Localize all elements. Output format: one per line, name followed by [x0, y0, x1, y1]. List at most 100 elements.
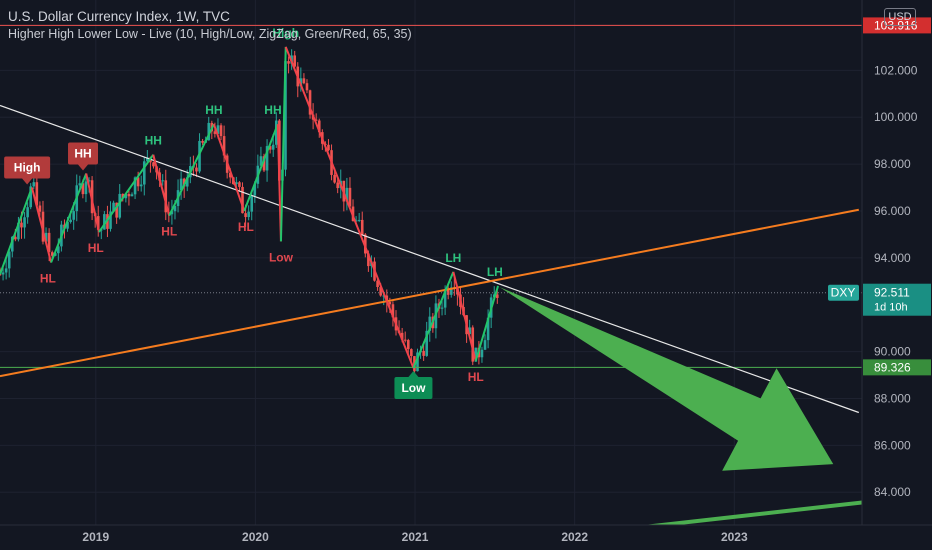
- drawings: [0, 24, 862, 414]
- candle-body: [400, 332, 404, 340]
- lower-channel-line: [643, 500, 862, 525]
- candle-body: [0, 274, 2, 276]
- candle-body: [336, 182, 339, 189]
- pivot-box-bg: [68, 142, 99, 165]
- candle-body: [185, 177, 189, 187]
- candle-body: [121, 193, 125, 199]
- candle-body: [32, 182, 36, 187]
- pivot-label: LH: [445, 251, 461, 265]
- pivot-box-pointer: [78, 164, 89, 171]
- candle-body: [379, 286, 382, 296]
- candle-body: [483, 340, 487, 350]
- zigzag-segment: [85, 173, 100, 233]
- candle-body: [78, 183, 82, 186]
- candle-body: [425, 330, 429, 356]
- candle-body: [69, 219, 72, 223]
- candle-body: [391, 304, 395, 318]
- candle-body: [357, 219, 361, 221]
- candle-body: [428, 316, 432, 331]
- trendline-white: [0, 104, 860, 414]
- pivot-label: HH: [205, 103, 222, 117]
- zigzag-segment: [243, 123, 279, 212]
- candle-body: [238, 182, 241, 187]
- candle-body: [112, 202, 115, 212]
- zigzag-segment: [412, 271, 455, 369]
- candle-body: [47, 232, 51, 253]
- zigzag-segment: [474, 285, 500, 362]
- projection-arrow: [499, 287, 862, 525]
- candle-body: [345, 187, 349, 202]
- candle-body: [422, 350, 425, 356]
- candle-body: [29, 186, 32, 208]
- candle-body: [265, 146, 269, 171]
- candle-body: [72, 211, 75, 220]
- candle-body: [115, 202, 118, 218]
- candle-body: [446, 289, 450, 295]
- candle-body: [35, 182, 39, 206]
- candle-body: [103, 214, 106, 230]
- y-tick-label: 84.000: [874, 485, 911, 499]
- candle-body: [142, 161, 146, 185]
- candle-body: [364, 234, 367, 254]
- candle-body: [17, 222, 20, 240]
- candle-body: [287, 61, 290, 64]
- candle-body: [164, 180, 168, 213]
- pivot-labels: High HH HL HL HH HL HH HL HH Low High Low LH HL LH: [4, 26, 503, 399]
- indicator-legend[interactable]: Higher High Lower Low - Live (10, High/L…: [8, 27, 412, 41]
- pivot-label-text: High: [14, 161, 41, 175]
- zigzag-segment: [276, 124, 282, 242]
- candle-body: [284, 61, 287, 170]
- candle-body: [247, 211, 250, 218]
- candle-body: [109, 211, 112, 229]
- symbol-badge-bg[interactable]: [828, 284, 859, 301]
- price-axis-bg: [862, 0, 932, 550]
- pivot-label: HL: [238, 220, 254, 234]
- time-axis[interactable]: 2019 2020 2021 2022 2023: [0, 524, 932, 544]
- zigzag-segment: [212, 123, 246, 212]
- candle-body: [449, 287, 453, 295]
- candle-body: [496, 294, 499, 298]
- pivot-label-box: Low: [394, 370, 433, 399]
- y-tick-label: 94.000: [874, 251, 911, 265]
- y-tick-label: 98.000: [874, 157, 911, 171]
- candle-body: [41, 211, 45, 242]
- candle-body: [314, 119, 318, 121]
- support-price-label: 89.326: [874, 360, 911, 374]
- candle-body: [124, 194, 128, 199]
- currency-selector[interactable]: USD: [884, 8, 916, 26]
- candle-body: [213, 131, 217, 134]
- candle-body: [161, 180, 164, 182]
- candle-body: [271, 144, 275, 150]
- candle-body: [235, 182, 238, 185]
- x-tick-label: 2021: [402, 530, 429, 544]
- candle-body: [443, 289, 447, 308]
- candle-body: [376, 280, 379, 287]
- candle-body: [486, 317, 490, 341]
- candle-body: [152, 162, 155, 167]
- pivot-label: HH: [264, 103, 281, 117]
- current-price-bg: [863, 283, 931, 316]
- price-axis[interactable]: 84.000 86.000 88.000 90.000 94.000 96.000 98.0…: [828, 0, 932, 550]
- candle-body: [14, 236, 17, 240]
- candle-body: [471, 327, 475, 362]
- candle-body: [250, 195, 254, 212]
- zigzag-segment: [279, 46, 287, 242]
- y-tick-label: 102.000: [874, 63, 918, 77]
- candle-body: [293, 55, 297, 67]
- candle-body: [410, 349, 413, 357]
- candle-body: [354, 220, 358, 222]
- candle-body: [198, 140, 201, 172]
- support-price-label-bg: [863, 359, 931, 376]
- pivot-label: HL: [40, 272, 56, 286]
- candle-body: [84, 181, 88, 195]
- symbol-badge[interactable]: DXY: [831, 286, 856, 300]
- zigzag: [0, 46, 500, 369]
- candle-body: [57, 246, 60, 254]
- pivot-box-pointer: [22, 178, 33, 185]
- candle-body: [7, 251, 11, 269]
- x-tick-label: 2022: [561, 530, 588, 544]
- candle-body: [207, 122, 211, 141]
- zigzag-segment: [30, 187, 53, 263]
- candle-body: [333, 174, 336, 183]
